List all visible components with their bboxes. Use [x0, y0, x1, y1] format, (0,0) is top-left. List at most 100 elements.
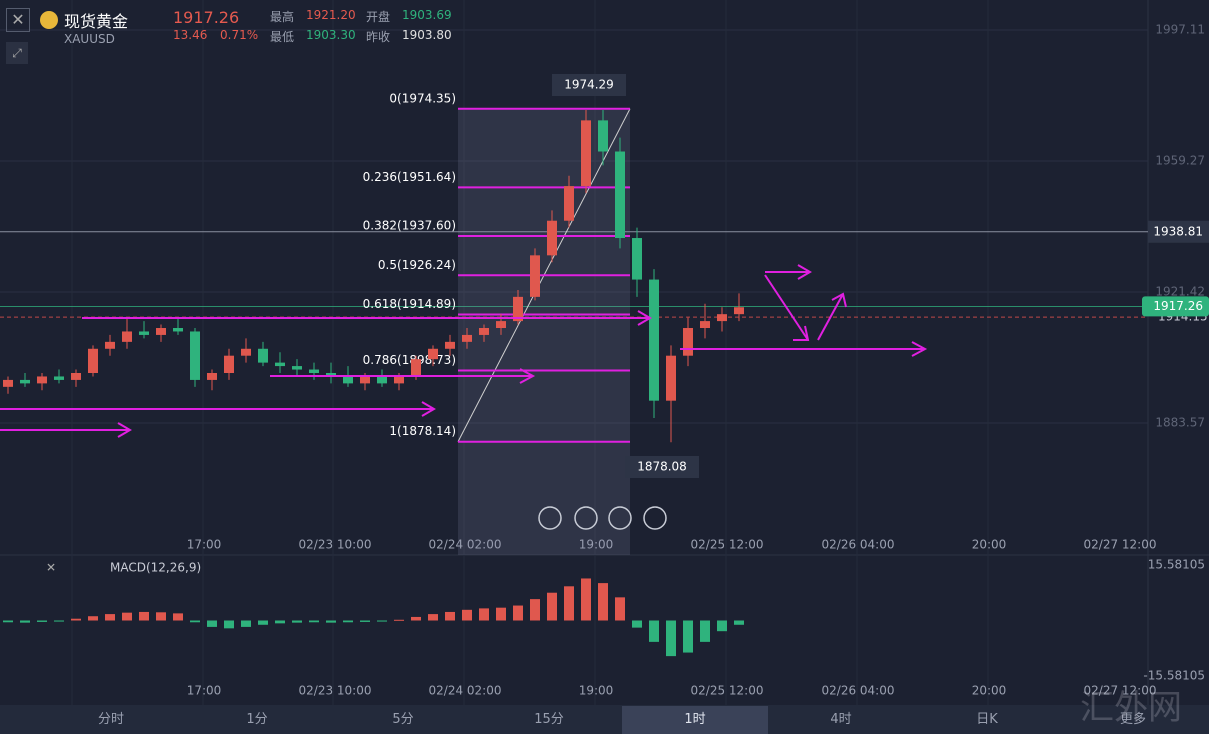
candle-body	[377, 376, 387, 384]
candle-body	[513, 296, 523, 322]
candle-body	[666, 355, 676, 401]
arrow	[911, 341, 928, 357]
macd-bar	[377, 620, 387, 622]
y-tick-label: -15.58105	[1143, 669, 1205, 683]
y-tick-label: 15.58105	[1148, 558, 1205, 572]
candle-body	[88, 348, 98, 374]
y-tick-label: 1997.11	[1155, 23, 1205, 37]
macd-bar	[462, 609, 472, 621]
fib-label: 0.236(1951.64)	[363, 170, 456, 184]
gold-icon	[40, 11, 58, 29]
zoom-out[interactable]	[538, 506, 562, 530]
fib-label: 0.786(1898.73)	[363, 353, 456, 367]
watermark: 汇外网	[1080, 688, 1182, 728]
macd-bar	[54, 620, 64, 622]
candle-body	[54, 376, 64, 380]
candle-body	[309, 369, 319, 374]
macd-bar	[394, 619, 404, 621]
candle-body	[20, 379, 30, 384]
high-marker: 1974.29	[564, 78, 614, 92]
candle-body	[190, 331, 200, 380]
x-tick-label: 02/23 10:00	[299, 684, 372, 698]
candle-body	[445, 341, 455, 349]
macd-bar	[734, 620, 744, 625]
macd-bar	[292, 620, 302, 623]
macd-bar	[88, 616, 98, 621]
tab[interactable]: 更多	[1119, 712, 1146, 727]
macd-bar	[632, 620, 642, 628]
stat-value: 1903.69	[402, 8, 452, 22]
macd-bar	[156, 612, 166, 621]
x-tick-label: 02/24 02:00	[429, 684, 502, 698]
arrow	[831, 292, 847, 308]
macd-bar	[564, 586, 574, 621]
macd-bar	[309, 620, 319, 623]
candle-body	[496, 321, 506, 329]
macd-label: MACD(12,26,9)	[110, 561, 201, 575]
nav-buttons	[538, 506, 667, 530]
macd-bar	[496, 607, 506, 621]
macd-bar	[20, 620, 30, 623]
x-tick-label: 02/25 12:00	[691, 684, 764, 698]
macd-bar	[190, 620, 200, 623]
tab[interactable]: 1分	[246, 712, 268, 727]
macd-bar	[207, 620, 217, 627]
candle-body	[105, 341, 115, 349]
expand-button[interactable]: ⤢	[6, 42, 28, 64]
zoom-in[interactable]	[643, 506, 667, 530]
macd-bar	[326, 620, 336, 623]
close-icon: ✕	[46, 561, 56, 575]
tab[interactable]: 15分	[534, 712, 564, 727]
candle-body	[598, 120, 608, 152]
candle-body	[411, 359, 421, 377]
x-tick-label: 02/25 12:00	[691, 538, 764, 552]
low-marker-tag	[625, 456, 699, 478]
tab[interactable]: 1时	[622, 706, 768, 734]
macd-bar	[683, 620, 693, 653]
symbol-name[interactable]: 现货黄金	[64, 12, 129, 31]
x-tick-label: 02/27 12:00	[1084, 684, 1157, 698]
close-button[interactable]: ✕	[6, 8, 30, 32]
macd-bar	[581, 578, 591, 621]
low-marker: 1878.08	[637, 460, 687, 474]
arrow	[637, 310, 652, 326]
candle-body	[717, 314, 727, 322]
macd-bar	[700, 620, 710, 642]
arrow	[817, 293, 844, 341]
x-tick-label: 02/26 04:00	[822, 684, 895, 698]
candle-body	[547, 220, 557, 256]
macd-bar	[37, 620, 47, 622]
candle-body	[37, 376, 47, 384]
candle-body	[683, 328, 693, 356]
x-tick-label: 20:00	[972, 538, 1007, 552]
candle-body	[479, 328, 489, 335]
tab[interactable]: 日K	[976, 712, 998, 727]
x-tick-label: 17:00	[187, 684, 222, 698]
macd-bar	[547, 592, 557, 621]
macd-bar	[3, 620, 13, 623]
x-tick-label: 02/23 10:00	[299, 538, 372, 552]
change-pct: 0.71%	[220, 28, 259, 42]
macd-bar	[139, 611, 149, 621]
y-tick-label: 1883.57	[1155, 415, 1205, 429]
stat-value: 1903.30	[306, 28, 356, 42]
tab[interactable]: 5分	[392, 712, 414, 727]
candle-body	[581, 120, 591, 187]
arrow	[519, 368, 536, 384]
macd-bar	[241, 620, 251, 627]
high-marker-tag	[552, 74, 626, 96]
candle-body	[241, 348, 251, 356]
arrow	[421, 401, 436, 417]
candle-body	[207, 373, 217, 380]
step-forward[interactable]	[608, 506, 632, 530]
candle-body	[734, 307, 744, 315]
tab[interactable]: 4时	[830, 712, 852, 727]
stat-value: 1921.20	[306, 8, 356, 22]
crosshair-tag	[1148, 220, 1209, 243]
step-back[interactable]	[574, 506, 598, 530]
tab[interactable]: 分时	[97, 712, 124, 727]
candle-body	[71, 373, 81, 380]
x-tick-label: 02/26 04:00	[822, 538, 895, 552]
x-tick-label: 20:00	[972, 684, 1007, 698]
